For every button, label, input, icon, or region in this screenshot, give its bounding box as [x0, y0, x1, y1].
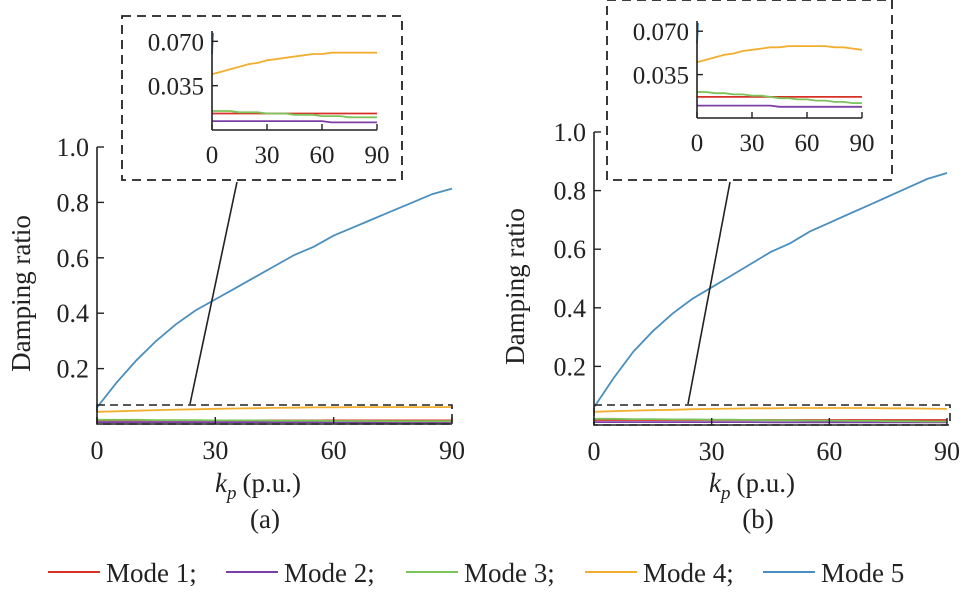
y-tick-label: 0.8 [57, 188, 90, 217]
x-tick-label: 90 [439, 436, 465, 465]
x-tick-label: 90 [934, 437, 960, 466]
inset-x-tick-label: 60 [310, 142, 335, 169]
inset-box [606, 0, 893, 181]
inset-x-tick-label: 30 [740, 130, 765, 157]
panel-a: 0.2 0.4 0.6 0.8 1.0 0 30 60 90 0.035 0.070 0 30 60 90 D… [6, 15, 465, 534]
legend-label-mode-2: Mode 2; [284, 558, 375, 588]
series-line-mode-3 [97, 418, 452, 423]
inset-series-line-mode-4 [211, 51, 377, 76]
x-axis-label: kp (p.u.) [709, 468, 795, 504]
y-tick-label: 0.6 [554, 235, 587, 264]
inset-y-tick-label: 0.070 [633, 19, 689, 46]
series-line-mode-5 [593, 172, 948, 408]
legend-label-mode-1: Mode 1; [106, 558, 197, 588]
y-tick-label: 0.6 [57, 244, 90, 273]
x-axis-label-symbol: k [709, 468, 722, 498]
series-line-mode-5 [96, 187, 453, 408]
x-axis-label: kp (p.u.) [215, 468, 301, 504]
y-tick-label: 0.4 [554, 294, 587, 323]
series-line-mode-3 [594, 417, 947, 423]
zoom-leader-line [189, 181, 238, 405]
x-axis-label-unit: (p.u.) [243, 468, 301, 498]
x-tick-label: 60 [321, 436, 347, 465]
inset-x-tick-label: 90 [850, 130, 875, 157]
inset-series-line-mode-2 [212, 120, 377, 124]
x-axis-label-subscript: p [719, 483, 731, 504]
legend-label-mode-5: Mode 5 [821, 558, 904, 588]
zoom-region-box [593, 404, 951, 426]
inset-series-line-mode-3 [697, 91, 862, 104]
y-tick-label: 0.8 [554, 177, 587, 206]
inset-series-line-mode-2 [697, 104, 862, 108]
panel-b: 0.2 0.4 0.6 0.8 1.0 0 30 60 90 0.035 0.070 0 30 60 90 D… [500, 0, 960, 534]
y-tick-label: 0.4 [57, 299, 90, 328]
inset-series-line-mode-4 [696, 45, 863, 64]
y-tick-label: 1.0 [554, 118, 587, 147]
series-line-mode-4 [96, 406, 452, 413]
y-tick-label: 0.2 [554, 352, 587, 381]
inset-x-tick-label: 30 [255, 142, 280, 169]
inset-x-tick-label: 60 [795, 130, 820, 157]
inset-x-tick-label: 90 [365, 142, 390, 169]
x-axis-label-subscript: p [225, 483, 237, 504]
x-tick-label: 0 [588, 437, 601, 466]
legend: Mode 1; Mode 2; Mode 3; Mode 4; Mode 5 [48, 558, 904, 588]
zoom-region-box [96, 404, 453, 425]
x-tick-label: 60 [816, 437, 842, 466]
panel-label: (a) [250, 504, 280, 534]
x-axis-label-unit: (p.u.) [737, 468, 795, 498]
inset-x-tick-label: 0 [206, 142, 219, 169]
zoom-leader-line [687, 181, 731, 405]
inset-x-tick-label: 0 [691, 130, 704, 157]
inset-box [121, 15, 403, 181]
panel-label: (b) [742, 504, 773, 534]
y-tick-label: 0.2 [57, 355, 90, 384]
y-axis-label: Damping ratio [500, 208, 530, 365]
inset-y-tick-label: 0.070 [148, 29, 204, 56]
x-tick-label: 30 [699, 437, 725, 466]
x-axis-label-symbol: k [215, 468, 228, 498]
legend-label-mode-4: Mode 4; [643, 558, 734, 588]
y-tick-label: 1.0 [57, 133, 90, 162]
inset-y-tick-label: 0.035 [633, 63, 689, 90]
series-line-mode-4 [593, 407, 948, 413]
x-tick-label: 30 [202, 436, 228, 465]
y-axis-label: Damping ratio [6, 215, 36, 372]
inset-series-line-mode-3 [212, 110, 377, 119]
legend-label-mode-3: Mode 3; [464, 558, 555, 588]
inset-y-tick-label: 0.035 [148, 74, 204, 101]
x-tick-label: 0 [91, 436, 104, 465]
